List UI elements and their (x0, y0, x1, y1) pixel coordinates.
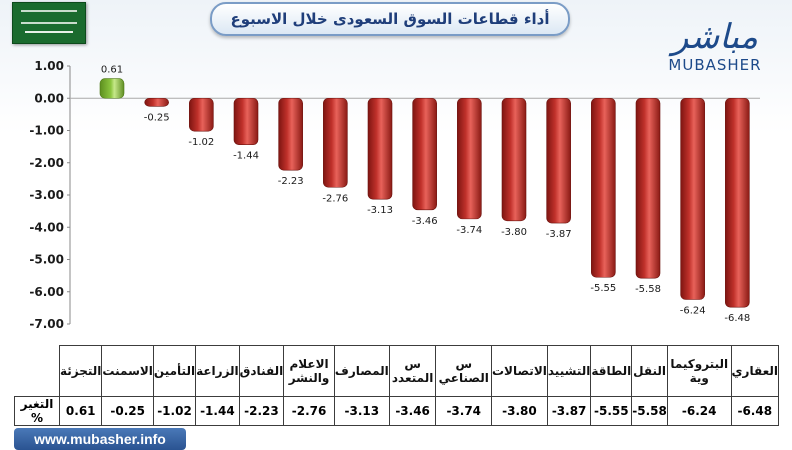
bar-value-label: -3.74 (456, 225, 482, 236)
bar-3 (189, 97, 214, 132)
bar-12 (591, 97, 616, 278)
y-tick-label: 1.00 (34, 59, 64, 73)
bar-value-label: -5.55 (590, 283, 616, 294)
category-label: العقاري (730, 345, 780, 397)
website-link[interactable]: www.mubasher.info (14, 428, 186, 450)
category-label: الفنادق (238, 345, 285, 397)
bar-value-label: -3.46 (412, 216, 438, 227)
bar-value-label: -1.02 (188, 137, 214, 148)
bar-13 (635, 97, 661, 279)
bar-15 (725, 97, 750, 308)
chart-title: أداء قطاعات السوق السعودى خلال الاسبوع (230, 10, 550, 28)
table-header-row: التجزئة الاسمنت التأمين الزراعة الفنادق الاعل… (14, 345, 780, 397)
logo-english: MUBASHER (668, 56, 762, 74)
category-label: الاسمنت (101, 345, 154, 397)
flag-sword-mark (25, 31, 73, 33)
category-label: المصارف (333, 345, 390, 397)
table-value-row: التغير % 0.61 -0.25 -1.02 -1.44 -2.23 -2.76 -3.… (14, 396, 780, 426)
bar-6 (323, 97, 348, 188)
bar-4 (233, 97, 259, 145)
bar-value-label: -3.80 (501, 227, 527, 238)
bar-value-label: -6.48 (724, 313, 750, 324)
bar-5 (278, 97, 303, 171)
value-cell: -0.25 (101, 396, 154, 426)
category-label: التشييد (546, 345, 592, 397)
y-tick-label: -3.00 (29, 188, 64, 202)
bar-7 (367, 97, 393, 200)
value-cell: -5.55 (590, 396, 633, 426)
bar-value-label: -3.87 (546, 229, 572, 240)
value-cell: -3.13 (333, 396, 390, 426)
y-tick-label: -7.00 (29, 317, 64, 331)
data-table: التجزئة الاسمنت التأمين الزراعة الفنادق الاعل… (14, 345, 780, 426)
mubasher-logo: مباشر MUBASHER (655, 18, 775, 80)
bar-value-label: -2.76 (322, 193, 348, 204)
y-tick-label: -6.00 (29, 285, 64, 299)
category-label: الاعلام والنشر (283, 345, 335, 397)
y-tick-label: -4.00 (29, 220, 64, 234)
saudi-flag-icon (12, 2, 86, 44)
bar-1 (99, 78, 125, 99)
bar-value-label: -0.25 (144, 112, 170, 123)
value-cell: -3.74 (435, 396, 492, 426)
value-cell: 0.61 (58, 396, 103, 426)
category-label: س الصناعي (435, 345, 492, 397)
flag-script-mark (21, 10, 77, 24)
bar-14 (680, 97, 705, 300)
category-label: الطاقة (590, 345, 633, 397)
bar-value-label: -6.24 (680, 305, 706, 316)
category-label: التجزئة (58, 345, 103, 397)
category-label: التأمين (152, 345, 197, 397)
row-label: التغير % (14, 396, 60, 426)
bar-value-label: -2.23 (278, 176, 304, 187)
value-cell: -3.80 (490, 396, 548, 426)
value-cell: -5.58 (631, 396, 668, 426)
value-cell: -3.46 (388, 396, 437, 426)
category-label: الاتصالات (490, 345, 548, 397)
y-tick-label: -1.00 (29, 124, 64, 138)
bar-9 (457, 97, 482, 220)
bar-value-label: 0.61 (101, 65, 123, 76)
category-label: س المتعدد (388, 345, 437, 397)
value-cell: -1.44 (195, 396, 240, 426)
value-cell: -6.48 (730, 396, 780, 426)
bar-value-label: -5.58 (635, 284, 661, 295)
chart-title-banner: أداء قطاعات السوق السعودى خلال الاسبوع (210, 2, 570, 36)
value-cell: -2.23 (238, 396, 285, 426)
value-cell: -2.76 (283, 396, 335, 426)
y-tick-label: 0.00 (34, 91, 64, 105)
logo-arabic: مباشر (671, 17, 759, 57)
y-tick-label: -5.00 (29, 253, 64, 267)
value-cell: -6.24 (666, 396, 732, 426)
value-cell: -3.87 (546, 396, 592, 426)
bar-value-label: -3.13 (367, 205, 393, 216)
bar-value-label: -1.44 (233, 151, 259, 162)
bar-11 (546, 97, 571, 224)
table-corner-cell (14, 345, 60, 397)
y-tick-label: -2.00 (29, 156, 64, 170)
bar-2 (144, 97, 169, 107)
category-label: الزراعة (195, 345, 240, 397)
category-label: البتروكيما وية (666, 345, 732, 397)
category-label: النقل (631, 345, 668, 397)
value-cell: -1.02 (152, 396, 197, 426)
bar-8 (412, 97, 437, 211)
bar-10 (501, 97, 527, 222)
